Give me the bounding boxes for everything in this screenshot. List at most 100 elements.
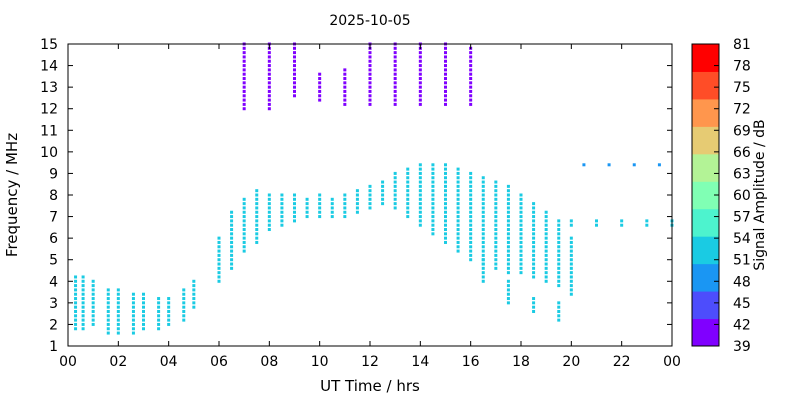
data-point <box>368 64 372 68</box>
data-point <box>242 59 246 63</box>
data-point <box>242 249 246 253</box>
data-point <box>305 197 309 201</box>
data-point <box>74 318 78 322</box>
colorbar-tick-label: 60 <box>733 188 751 204</box>
data-point <box>544 253 548 257</box>
trace-4 <box>582 163 661 167</box>
y-tick-label: 7 <box>49 210 58 226</box>
data-point <box>456 236 460 240</box>
data-point <box>343 68 347 72</box>
data-point <box>230 240 234 244</box>
data-point <box>91 309 95 313</box>
data-point <box>481 253 485 257</box>
data-point <box>444 51 447 55</box>
data-point <box>456 180 460 184</box>
data-point <box>157 305 161 309</box>
data-point <box>557 219 561 223</box>
data-point <box>506 288 510 292</box>
data-point <box>418 85 422 89</box>
data-point <box>469 89 473 93</box>
data-point <box>280 202 284 206</box>
data-point <box>230 236 234 240</box>
data-point <box>267 51 271 55</box>
data-point <box>242 228 246 232</box>
data-point <box>355 193 359 197</box>
data-point <box>182 305 186 309</box>
colorbar-tick-label: 45 <box>733 296 751 312</box>
data-point <box>182 314 186 318</box>
data-point <box>368 184 372 188</box>
colorbar-segment <box>692 153 719 182</box>
data-point <box>519 253 523 257</box>
data-point <box>230 258 234 262</box>
data-point <box>506 236 510 240</box>
data-point <box>255 219 259 223</box>
data-point <box>242 102 246 106</box>
data-point <box>280 206 284 210</box>
data-point <box>106 322 110 326</box>
data-point <box>192 279 196 283</box>
data-point <box>456 202 460 206</box>
y-tick-label: 12 <box>40 102 58 118</box>
data-point <box>91 314 95 318</box>
data-point <box>368 206 372 210</box>
data-point <box>330 210 334 214</box>
data-point <box>267 102 271 106</box>
data-point <box>469 215 473 219</box>
data-point <box>569 236 573 240</box>
data-point <box>569 292 573 296</box>
data-point <box>406 184 410 188</box>
data-point <box>230 219 234 223</box>
data-point <box>431 163 435 167</box>
data-point <box>267 202 271 206</box>
data-point <box>544 236 548 240</box>
data-point <box>217 245 221 249</box>
data-point <box>406 215 410 219</box>
data-point <box>469 68 473 72</box>
data-point <box>456 245 460 249</box>
data-point <box>418 184 422 188</box>
data-point <box>494 189 498 193</box>
data-point <box>393 202 397 206</box>
data-point <box>318 81 322 85</box>
data-point <box>418 94 422 98</box>
data-point <box>444 223 447 227</box>
data-point <box>406 202 410 206</box>
data-point <box>167 314 171 318</box>
data-point <box>481 215 485 219</box>
y-tick-label: 11 <box>40 123 58 139</box>
data-point <box>481 223 485 227</box>
data-point <box>569 266 573 270</box>
data-point <box>318 94 322 98</box>
data-point <box>293 89 296 93</box>
data-point <box>305 210 309 214</box>
data-point <box>406 171 410 175</box>
data-point <box>355 210 359 214</box>
data-point <box>481 219 485 223</box>
data-point <box>242 85 246 89</box>
data-point <box>418 167 422 171</box>
data-point <box>532 258 536 262</box>
colorbar-tick-label: 72 <box>733 102 751 118</box>
data-point <box>444 236 447 240</box>
data-point <box>506 228 510 232</box>
data-point <box>242 68 246 72</box>
data-point <box>557 258 561 262</box>
data-point <box>481 176 485 180</box>
data-point <box>418 180 422 184</box>
data-point <box>406 210 410 214</box>
data-point <box>444 215 447 219</box>
data-point <box>469 197 473 201</box>
data-point <box>318 98 322 102</box>
data-point <box>381 189 385 193</box>
data-point <box>167 309 171 313</box>
data-point <box>318 72 322 76</box>
data-point <box>230 253 234 257</box>
data-point <box>532 275 536 279</box>
data-point <box>267 68 271 72</box>
data-point <box>494 262 498 266</box>
data-point <box>431 197 435 201</box>
data-point <box>167 322 171 326</box>
data-point <box>444 167 447 171</box>
data-point <box>267 55 271 59</box>
